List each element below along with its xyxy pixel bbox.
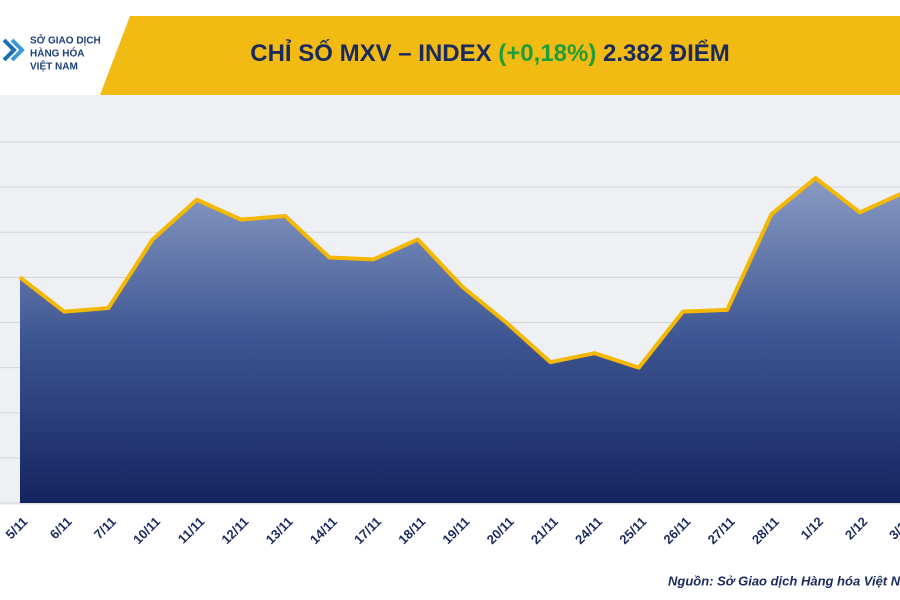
chart-title: CHỈ SỐ MXV – INDEX (+0,18%) 2.382 ĐIỂM [250,38,730,67]
logo-icon [2,38,25,62]
line [18,176,900,370]
header-band [0,16,900,95]
marks [18,176,900,503]
area [20,178,900,503]
title-text: CHỈ SỐ MXV – INDEX [250,38,491,67]
logo-text: HÀNG HÓA [30,47,84,60]
source-note: Nguồn: Sở Giao dịch Hàng hóa Việt Nam [668,573,900,588]
logo-area [0,16,130,95]
title-value: 2.382 ĐIỂM [603,39,730,67]
logo-text: SỞ GIAO DỊCH [30,34,101,47]
logo-text: VIỆT NAM [30,60,78,73]
title-change: (+0,18%) [498,40,596,67]
